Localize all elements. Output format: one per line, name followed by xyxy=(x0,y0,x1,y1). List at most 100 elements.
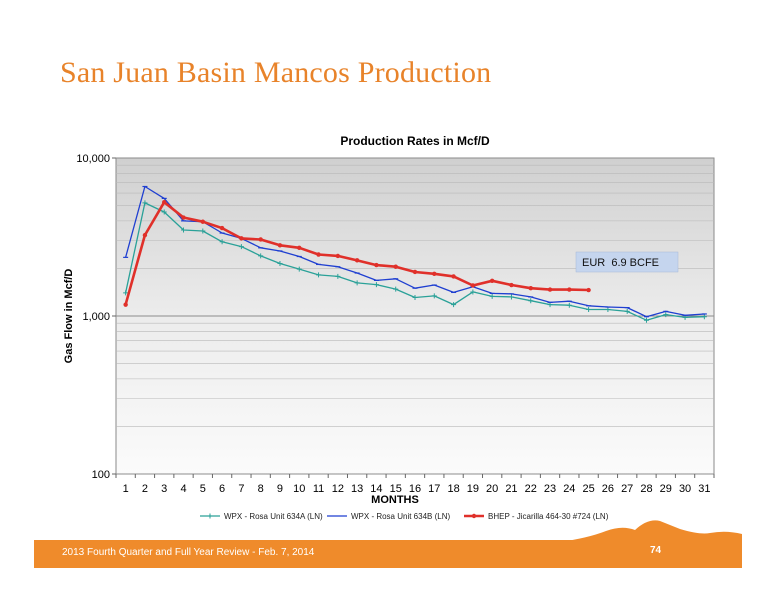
data-point xyxy=(123,290,129,296)
y-tick-label: 100 xyxy=(92,469,110,481)
x-tick-label: 20 xyxy=(486,483,498,495)
x-tick-label: 30 xyxy=(679,483,691,495)
x-tick-label: 6 xyxy=(219,483,225,495)
data-point xyxy=(181,227,187,233)
x-axis-label: MONTHS xyxy=(371,494,419,506)
data-point xyxy=(354,258,360,263)
series-3 xyxy=(123,200,591,307)
data-point xyxy=(316,272,322,278)
eur-annotation: EUR 6.9 BCFE xyxy=(582,257,659,269)
series-1 xyxy=(123,200,707,323)
data-point xyxy=(431,293,437,299)
x-tick-label: 10 xyxy=(293,483,305,495)
x-tick-label: 18 xyxy=(447,483,459,495)
data-point xyxy=(238,244,244,250)
data-point xyxy=(432,271,437,276)
grid-lines xyxy=(116,164,714,475)
x-tick-label: 9 xyxy=(277,483,283,495)
data-point xyxy=(123,302,128,307)
y-axis-ticks: 100 1,000 10,000 xyxy=(76,153,116,481)
chart-title: Production Rates in Mcf/D xyxy=(340,134,490,148)
data-point xyxy=(316,252,321,257)
data-point xyxy=(239,236,244,241)
data-point xyxy=(219,239,225,245)
data-point xyxy=(393,264,398,269)
data-point xyxy=(586,287,591,293)
data-point xyxy=(489,293,495,299)
data-point xyxy=(142,232,148,238)
x-tick-label: 1 xyxy=(123,483,129,495)
data-point xyxy=(509,282,514,288)
data-point xyxy=(296,266,302,272)
x-tick-label: 3 xyxy=(161,483,167,495)
x-tick-label: 13 xyxy=(351,483,363,495)
x-tick-label: 26 xyxy=(602,483,614,495)
x-tick-label: 23 xyxy=(544,483,556,495)
data-point xyxy=(393,286,399,292)
data-point xyxy=(528,298,534,304)
data-point xyxy=(258,253,264,259)
data-point xyxy=(258,237,263,242)
series-layer xyxy=(123,185,707,323)
data-point xyxy=(586,306,592,312)
x-tick-label: 7 xyxy=(238,483,244,495)
data-point xyxy=(547,287,553,292)
data-point xyxy=(528,285,533,291)
eur-annotation-box xyxy=(575,251,679,273)
x-tick-label: 12 xyxy=(332,483,344,495)
x-tick-label: 14 xyxy=(370,483,382,495)
data-point xyxy=(277,243,283,248)
data-point xyxy=(335,273,341,279)
data-point xyxy=(354,280,360,286)
x-tick-label: 28 xyxy=(640,483,652,495)
data-point xyxy=(663,312,669,318)
x-tick-label: 2 xyxy=(142,483,148,495)
data-point xyxy=(567,287,572,292)
footer-bar xyxy=(34,540,742,568)
x-tick-label: 21 xyxy=(505,483,517,495)
x-tick-label: 16 xyxy=(409,483,421,495)
data-point xyxy=(200,219,206,224)
data-point xyxy=(335,253,341,259)
x-tick-label: 31 xyxy=(698,483,710,495)
data-point xyxy=(701,314,707,320)
data-point xyxy=(181,215,186,220)
data-point xyxy=(412,294,418,300)
series-2 xyxy=(123,185,707,318)
x-tick-label: 22 xyxy=(525,483,537,495)
data-point xyxy=(297,245,302,251)
y-axis-label: Gas Flow in Mcf/D xyxy=(63,269,75,364)
data-point xyxy=(470,283,476,288)
data-point xyxy=(219,225,225,231)
x-tick-label: 29 xyxy=(660,483,672,495)
production-chart: Production Rates in Mcf/D 100 1,000 10,000… xyxy=(63,134,715,521)
data-point xyxy=(508,294,514,300)
data-point xyxy=(643,317,649,323)
x-tick-label: 5 xyxy=(200,483,206,495)
x-axis-ticks: 1 2 3 4 5 6 7 8 9 10 11 12 13 14 15 16 17 18 19 20 21 22 23 24 2… xyxy=(115,474,715,495)
data-point xyxy=(451,274,456,279)
x-tick-label: 11 xyxy=(313,483,324,495)
data-point xyxy=(277,260,283,266)
footer-text: 2013 Fourth Quarter and Full Year Review… xyxy=(62,547,315,558)
data-point xyxy=(142,200,148,206)
data-point xyxy=(605,306,611,312)
data-point xyxy=(162,200,167,205)
data-point xyxy=(374,262,379,268)
x-tick-label: 8 xyxy=(258,483,264,495)
data-point xyxy=(373,282,379,288)
data-point xyxy=(200,228,206,234)
x-tick-label: 25 xyxy=(582,483,594,495)
x-tick-label: 24 xyxy=(563,483,575,495)
data-point xyxy=(451,302,457,308)
y-tick-label: 10,000 xyxy=(76,153,110,165)
legend-label: WPX - Rosa Unit 634B (LN) xyxy=(351,512,450,521)
x-tick-label: 4 xyxy=(180,483,186,495)
x-tick-label: 15 xyxy=(390,483,402,495)
data-point xyxy=(412,269,418,275)
data-point xyxy=(566,302,572,308)
data-point xyxy=(470,289,476,295)
legend-marker xyxy=(471,513,477,519)
legend-label: BHEP - Jicarilla 464-30 #724 (LN) xyxy=(488,512,609,521)
y-tick-label: 1,000 xyxy=(82,311,110,323)
